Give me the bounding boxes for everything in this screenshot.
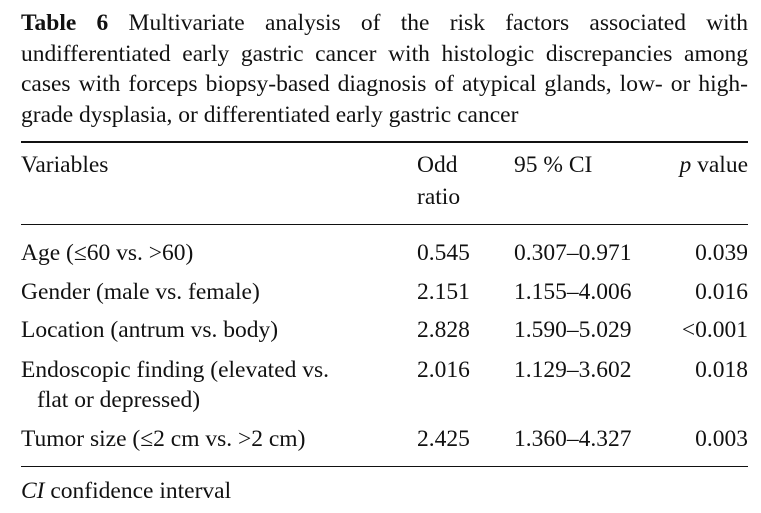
- top-rule: [21, 141, 748, 143]
- caption-text: Multivariate analysis of the risk factor…: [21, 10, 748, 128]
- row-gender-ci: 1.155–4.006: [514, 279, 632, 305]
- table-figure: Table 6 Multivariate analysis of the ris…: [21, 0, 748, 513]
- header-p-rest: value: [691, 152, 748, 178]
- header-rule: [21, 224, 748, 226]
- row-location-odd-ratio: 2.828: [417, 317, 470, 343]
- row-age-p: 0.039: [695, 240, 748, 266]
- row-location-p: <0.001: [681, 317, 748, 343]
- row-location-ci: 1.590–5.029: [514, 317, 632, 343]
- table-caption: Table 6 Multivariate analysis of the ris…: [21, 8, 748, 130]
- row-tumor-size-odd-ratio: 2.425: [417, 426, 470, 452]
- row-location-variable: Location (antrum vs. body): [21, 317, 279, 343]
- row-endoscopic-ci: 1.129–3.602: [514, 357, 632, 383]
- row-gender-p: 0.016: [695, 279, 748, 305]
- row-age-ci: 0.307–0.971: [514, 240, 632, 266]
- table-label: Table 6: [21, 10, 109, 36]
- row-endoscopic-variable-line1: Endoscopic finding (elevated vs.: [21, 357, 330, 383]
- row-gender-variable: Gender (male vs. female): [21, 279, 260, 305]
- row-tumor-size-ci: 1.360–4.327: [514, 426, 632, 452]
- bottom-rule: [21, 466, 748, 468]
- row-tumor-size-variable: Tumor size (≤2 cm vs. >2 cm): [21, 426, 306, 452]
- row-endoscopic-odd-ratio: 2.016: [417, 357, 470, 383]
- header-odd-ratio-line2: ratio: [417, 184, 461, 210]
- row-gender-odd-ratio: 2.151: [417, 279, 470, 305]
- header-p-italic: p: [679, 152, 692, 178]
- row-endoscopic-variable-line2: flat or depressed): [37, 387, 201, 413]
- header-ci: 95 % CI: [514, 152, 593, 178]
- header-variables: Variables: [21, 152, 109, 178]
- header-p-value: p value: [679, 150, 748, 180]
- footnote-text: confidence interval: [44, 478, 232, 504]
- header-odd-ratio-line1: Odd: [417, 152, 458, 178]
- row-age-variable: Age (≤60 vs. >60): [21, 240, 194, 266]
- row-age-odd-ratio: 0.545: [417, 240, 470, 266]
- row-tumor-size-p: 0.003: [695, 426, 748, 452]
- table-footnote: CI confidence interval: [21, 476, 231, 506]
- row-endoscopic-p: 0.018: [695, 357, 748, 383]
- footnote-abbreviation: CI: [21, 478, 45, 504]
